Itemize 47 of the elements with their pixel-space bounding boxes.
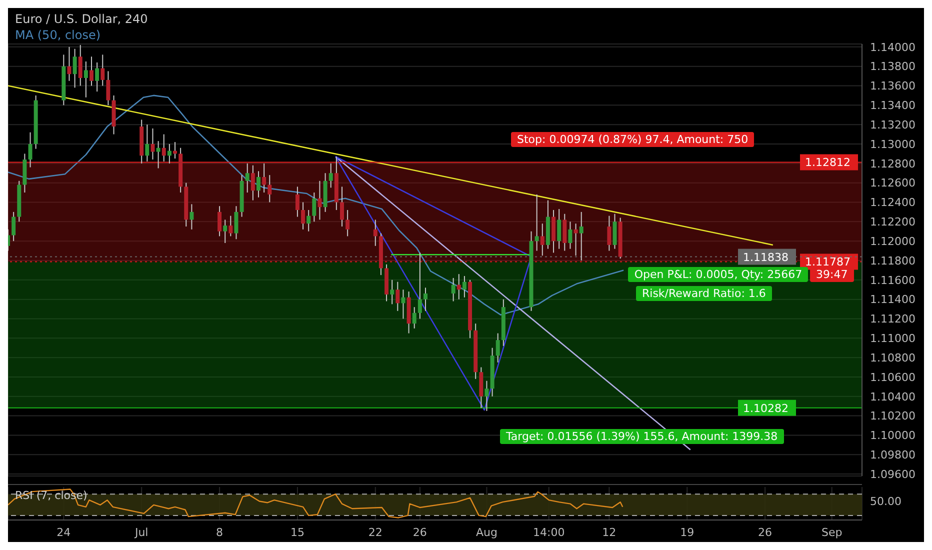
y-tick-label: 1.10200 <box>870 410 916 423</box>
y-tick-label: 1.14000 <box>870 40 916 54</box>
y-tick-label: 1.13200 <box>870 118 916 132</box>
y-tick-label: 1.11600 <box>870 274 916 287</box>
y-tick-label: 1.11800 <box>870 254 916 268</box>
y-tick-label: 1.10400 <box>870 390 916 404</box>
x-tick-label: Aug <box>476 526 498 539</box>
chart-title: Euro / U.S. Dollar, 240 <box>14 12 149 26</box>
y-tick-label: 1.12600 <box>870 176 916 190</box>
y-tick-label: 1.09600 <box>870 468 916 481</box>
ref-line-label: 1.11787 <box>805 256 850 269</box>
annotation: Stop: 0.00974 (0.87%) 97.4, Amount: 750 <box>511 132 754 147</box>
annotation: 39:47 <box>810 267 854 282</box>
text: MA (50, close) <box>13 28 103 42</box>
x-tick-label: Jul <box>134 526 148 539</box>
annotation: Target: 0.01556 (1.39%) 155.6, Amount: 1399.38 <box>500 429 784 444</box>
y-tick-label: 1.11400 <box>870 293 916 306</box>
y-tick-label: 1.13400 <box>870 99 916 112</box>
y-tick-label: 1.10800 <box>870 351 916 364</box>
x-tick-label: 22 <box>368 526 382 539</box>
x-tick-label: 12 <box>602 526 616 539</box>
x-tick-label: 26 <box>412 526 427 539</box>
y-tick-label: 1.13800 <box>870 60 916 74</box>
annotation: Open P&L: 0.0005, Qty: 25667 <box>628 266 808 282</box>
y-tick-label: 1.12400 <box>870 196 916 210</box>
y-tick-label: 1.13600 <box>870 80 916 93</box>
y-tick-label: 1.11200 <box>870 312 916 326</box>
x-tick-label: 8 <box>216 526 224 539</box>
y-tick-label: 1.12200 <box>870 216 916 229</box>
annotation: Risk/Reward Ratio: 1.6 <box>636 286 772 301</box>
ref-line-label: 1.12812 <box>805 156 850 170</box>
text: 50.00 <box>870 495 902 508</box>
y-tick-label: 1.09800 <box>870 448 916 462</box>
x-tick-label: 26 <box>758 526 772 539</box>
y-tick-label: 1.12000 <box>870 234 916 248</box>
ref-line-label: 1.10282 <box>743 402 788 415</box>
y-tick-label: 1.11000 <box>870 332 916 346</box>
x-tick-label: 19 <box>680 526 694 539</box>
y-tick-label: 1.10600 <box>870 370 916 384</box>
x-tick-label: 14:00 <box>533 526 565 539</box>
x-tick-label: 24 <box>56 526 71 539</box>
y-tick-label: 1.13000 <box>870 138 916 151</box>
ref-line-label: 1.11838 <box>743 250 788 264</box>
x-tick-label: Sep <box>821 526 842 539</box>
y-tick-label: 1.10000 <box>870 429 916 442</box>
y-tick-label: 1.12800 <box>870 157 916 170</box>
x-tick-label: 15 <box>290 526 304 539</box>
